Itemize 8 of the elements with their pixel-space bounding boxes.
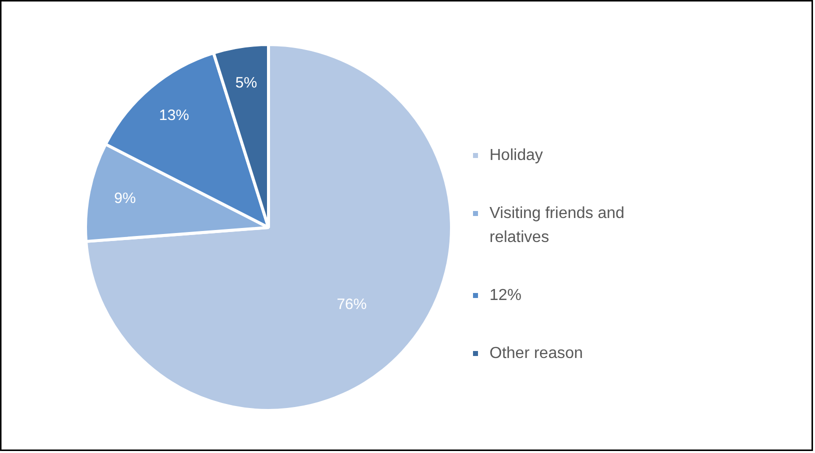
data-label: 13%	[159, 107, 190, 124]
data-label: 5%	[235, 74, 258, 92]
data-label: 9%	[114, 190, 136, 208]
legend-label: Visiting friends and relatives	[490, 205, 624, 246]
data-label: 76%	[336, 296, 367, 314]
legend-label: Holiday	[490, 147, 543, 164]
legend-label: Other reason	[490, 345, 583, 362]
legend-label: 12%	[490, 287, 522, 304]
